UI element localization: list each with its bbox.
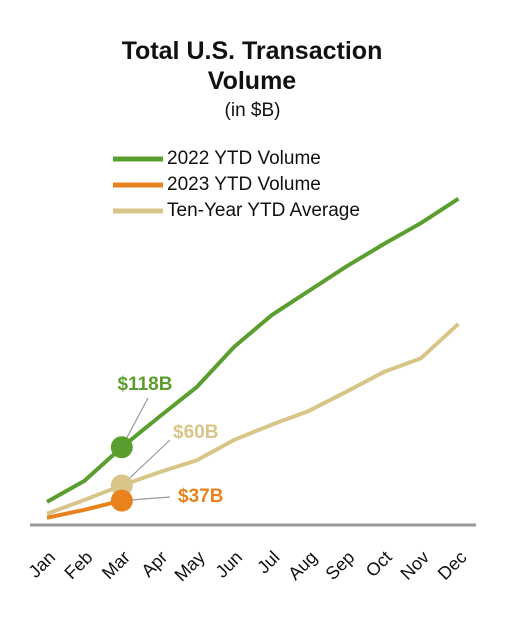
chart-subtitle: (in $B): [224, 100, 281, 121]
legend-label: Ten-Year YTD Average: [167, 200, 360, 221]
data-label: $60B: [173, 422, 218, 443]
point-marker: [110, 489, 133, 512]
point-marker: [110, 436, 133, 459]
point-marker: [110, 474, 133, 497]
x-tick-label: Aug: [284, 547, 321, 584]
legend-label: 2023 YTD Volume: [167, 174, 321, 195]
x-tick-label: Jan: [25, 547, 60, 582]
x-tick-label: Jun: [212, 547, 247, 582]
x-tick-label: Oct: [362, 547, 396, 581]
x-tick-label: Sep: [322, 547, 359, 584]
x-tick-label: May: [171, 547, 209, 585]
leader-line: [121, 439, 171, 486]
legend-label: 2022 YTD Volume: [167, 148, 321, 169]
chart-title: Total U.S. Transaction Volume: [121, 37, 383, 95]
series-line: [46, 498, 123, 520]
series-line: [46, 322, 460, 516]
x-tick-label: Nov: [396, 547, 433, 584]
data-label: $37B: [178, 486, 223, 507]
x-tick-label: Jul: [253, 547, 283, 577]
x-tick-label: Mar: [98, 547, 134, 583]
x-tick-label: Apr: [137, 547, 171, 581]
x-tick-label: Feb: [61, 547, 97, 583]
series-line: [46, 196, 460, 504]
x-tick-label: Dec: [434, 547, 471, 584]
data-label: $118B: [118, 374, 173, 395]
